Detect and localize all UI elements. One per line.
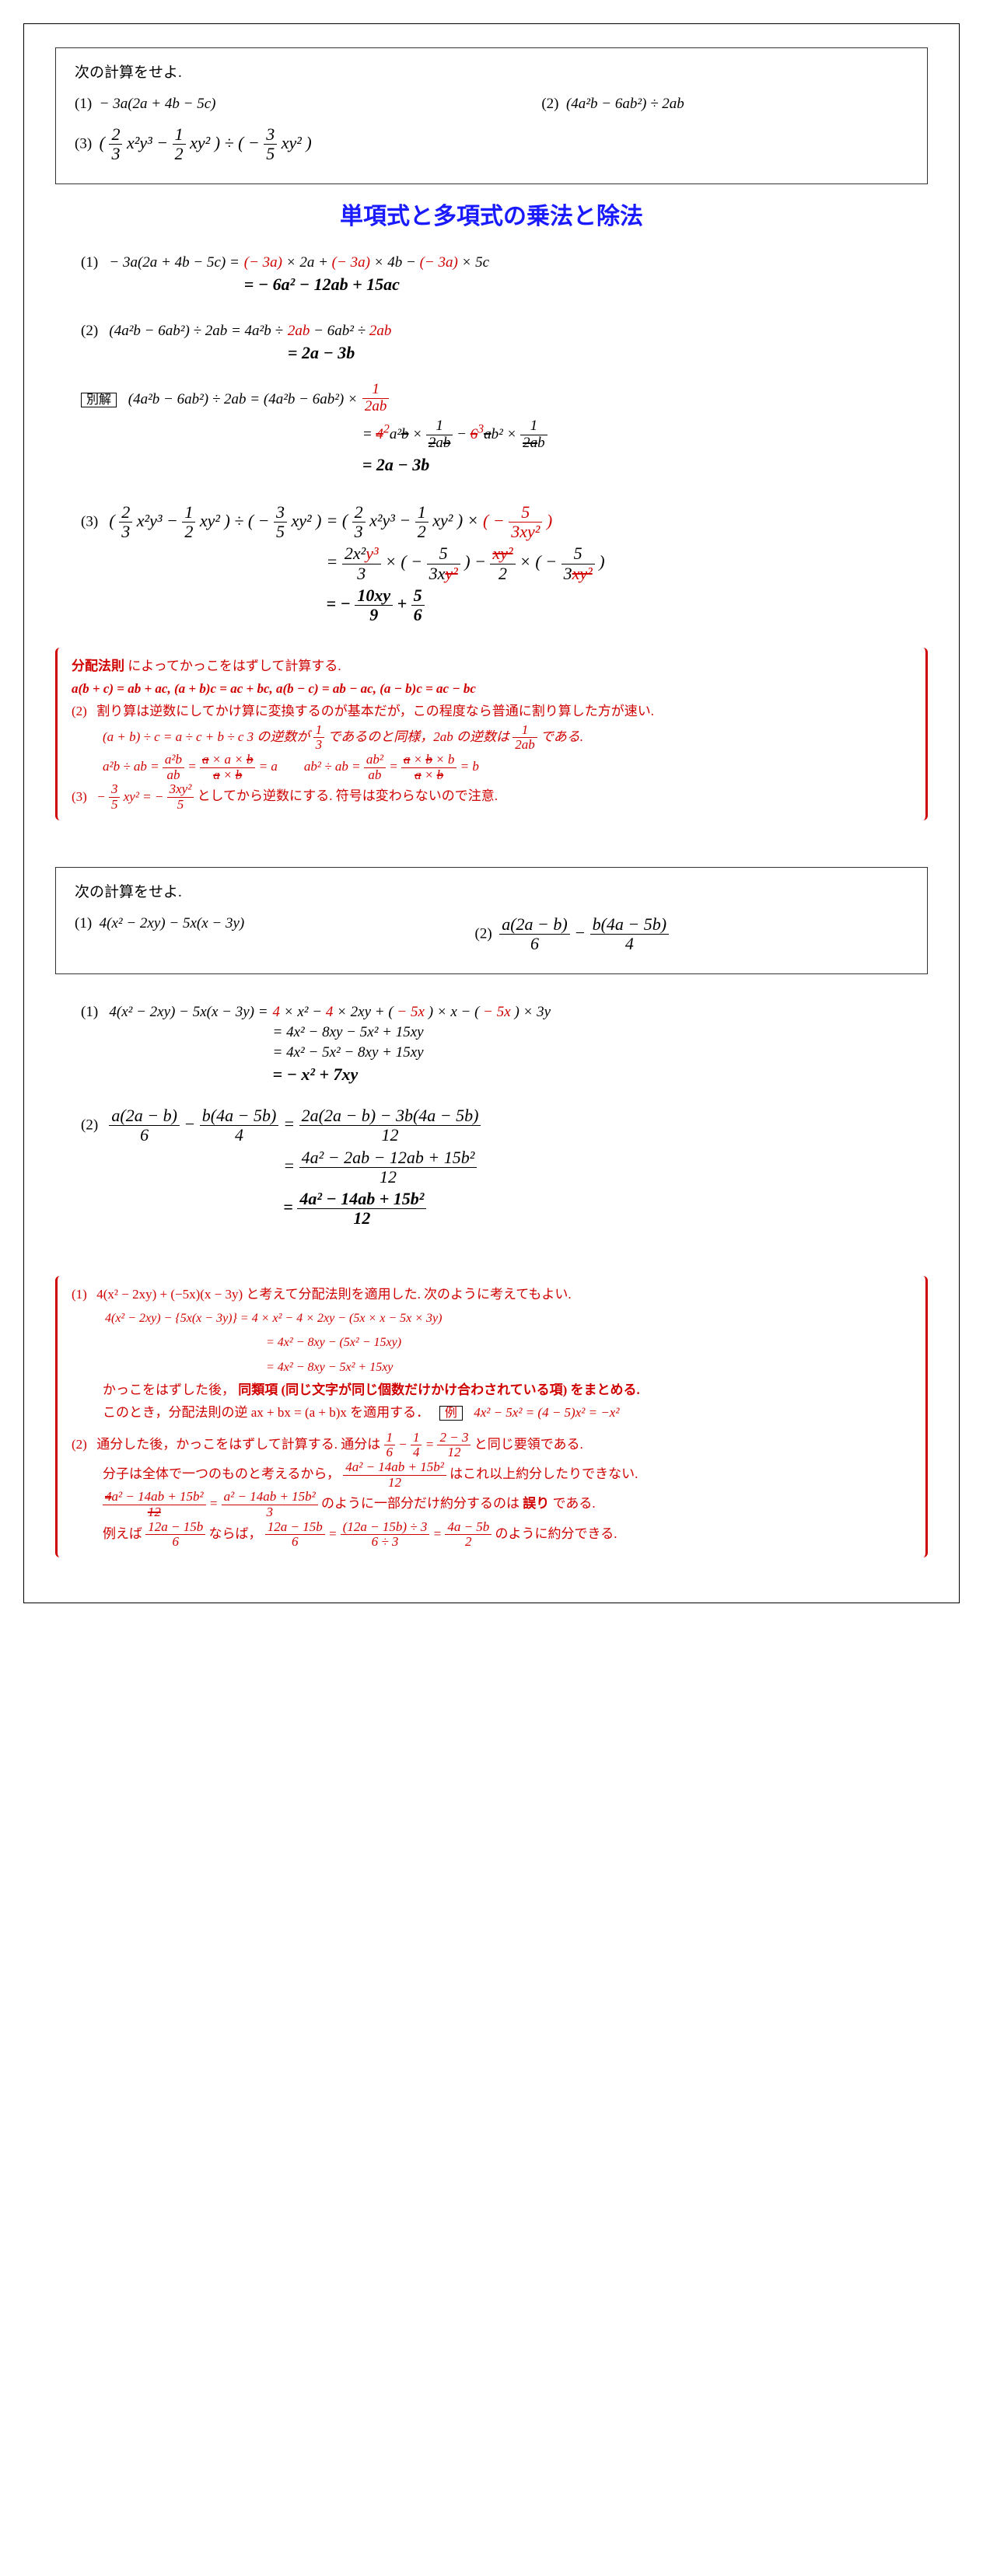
n1-l2: a(b + c) = ab + ac, (a + b)c = ac + bc, … [72,678,911,701]
solution-1: (1) − 3a(2a + 4b − 5c) = (− 3a) × 2a + (… [79,253,928,296]
n2-p2t4b: ならば， [208,1526,261,1541]
s4r1: 4 [273,1004,281,1020]
section-title: 単項式と多項式の乗法と除法 [55,197,928,231]
p1b-label: (1) [75,915,92,931]
n2-p2t2b: はこれ以上約分したりできない. [450,1466,638,1481]
s2-ans: = 2a − 3b [288,343,355,362]
solution-5: (2) a(2a − b)6 − b(4a − 5b)4 = 2a(2a − b… [79,1105,928,1229]
s1-num: (1) [81,254,98,271]
instruction-2: 次の計算をせよ. [75,880,908,901]
s1-ans: = − 6a² − 12ab + 15ac [244,274,400,294]
s1-r1: (− 3a) [244,254,282,271]
n1-p2t1: 割り算は逆数にしてかけ算に変換するのが基本だが，この程度なら普通に割り算した方が… [96,704,654,718]
s2-m1: − 6ab² ÷ [313,323,369,339]
n2-p2t1: 通分した後，かっこをはずして計算する. 通分は [96,1437,383,1452]
s4-lhs: 4(x² − 2xy) − 5x(x − 3y) = [109,1004,268,1020]
s1-r2: (− 3a) [332,254,370,271]
note-2: (1) 4(x² − 2xy) + (−5x)(x − 3y) と考えて分配法則… [55,1276,928,1557]
n2-p2t4a: 例えば [103,1526,145,1541]
s4s3: = 4x² − 5x² − 8xy + 15xy [271,1043,553,1063]
solution-4: (1) 4(x² − 2xy) − 5x(x − 3y) = 4 × x² − … [79,1002,928,1086]
n2t2a: かっこをはずした後， [103,1382,235,1397]
p2-expr: (4a²b − 6ab²) ÷ 2ab [566,96,684,112]
p2-label: (2) [541,96,558,112]
n2-p1l: (1) [72,1284,93,1306]
p2b-label: (2) [475,926,492,942]
n2t2b: 同類項 (同じ文字が同じ個数だけかけ合わされている項) をまとめる. [238,1382,640,1397]
n1-p3t: としてから逆数にする. 符号は変わらないので注意. [198,789,498,804]
s4m2: × 2xy + ( [337,1004,394,1020]
problem-box-1: 次の計算をせよ. (1) − 3a(2a + 4b − 5c) (2) (4a²… [55,47,928,184]
s2-r1: 2ab [288,323,310,339]
s1-m2: × 4b − [374,254,420,271]
solution-3: (3) ( 23 x²y³ − 12 xy² ) ÷ ( − 35 xy² ) … [79,502,928,626]
s4m1: × x² − [284,1004,326,1020]
s4m4: ) × 3y [514,1004,551,1020]
n1-l1a: 分配法則 [72,659,124,673]
n2-p1t1: 4(x² − 2xy) + (−5x)(x − 3y) と考えて分配法則を適用し… [96,1287,571,1302]
n1-p2t2b: であるのと同様，2ab の逆数は [327,729,512,744]
s4m3: ) × x − ( [429,1004,480,1020]
n2t3b: 4x² − 5x² = (4 − 5)x² = −x² [474,1405,619,1420]
s4s2: = 4x² − 8xy − 5x² + 15xy [271,1022,553,1043]
note-1: 分配法則 によってかっこをはずして計算する. a(b + c) = ab + a… [55,648,928,820]
s2-lhs: (4a²b − 6ab²) ÷ 2ab = 4a²b ÷ [109,323,283,339]
solution-2: (2) (4a²b − 6ab²) ÷ 2ab = 4a²b ÷ 2ab − 6… [79,321,928,365]
s4ans: = − x² + 7xy [271,1063,553,1086]
s4-num: (1) [81,1004,98,1020]
s2-r2: 2ab [369,323,392,339]
n1-l1b: によってかっこをはずして計算する. [128,659,341,673]
p1b-expr: 4(x² − 2xy) − 5x(x − 3y) [100,915,245,931]
s1-m3: × 5c [462,254,490,271]
s4r3: − 5x [397,1004,425,1020]
p1-expr: − 3a(2a + 4b − 5c) [100,96,216,112]
n2ex: 例 [439,1406,463,1421]
n2e3: = 4x² − 8xy − 5x² + 15xy [103,1355,444,1379]
s1-lhs: − 3a(2a + 4b − 5c) = [109,254,239,271]
s5-num: (2) [81,1117,98,1134]
s1-m1: × 2a + [286,254,332,271]
page: 次の計算をせよ. (1) − 3a(2a + 4b − 5c) (2) (4a²… [23,23,960,1603]
n1-p2t2c: である. [540,729,583,744]
solution-2-alt: 別解 (4a²b − 6ab²) ÷ 2ab = (4a²b − 6ab²) ×… [79,380,928,477]
n2-p2t4c: のように約分できる. [495,1526,617,1541]
s3-num: (3) [81,514,98,530]
n2t3a: このとき，分配法則の逆 ax + bx = (a + b)x を適用する． [103,1405,429,1420]
s2-num: (2) [81,323,98,339]
p3-label: (3) [75,136,92,152]
n1-p2t2a: (a + b) ÷ c = a ÷ c + b ÷ c 3 の逆数が [103,729,313,744]
alt-label: 別解 [81,393,117,407]
p3-expr: ( 23 x²y³ − 12 xy² ) ÷ ( − 35 xy² ) [100,133,312,152]
n2-p2t1b: と同じ要領である. [474,1437,583,1452]
n2-p2l: (2) [72,1434,93,1456]
n2e1: 4(x² − 2xy) − {5x(x − 3y)} = 4 × x² − 4 … [103,1306,444,1330]
s4r2: 4 [326,1004,334,1020]
s1-r3: (− 3a) [420,254,458,271]
p1-label: (1) [75,96,92,112]
s2a-ans: = 2a − 3b [362,455,429,474]
n2-p2t3c: 誤り [523,1496,549,1511]
instruction-1: 次の計算をせよ. [75,61,908,82]
problem-box-2: 次の計算をせよ. (1) 4(x² − 2xy) − 5x(x − 3y) (2… [55,867,928,974]
n2-p2t2a: 分子は全体で一つのものと考えるから， [103,1466,340,1481]
n2-p2t3b: のように一部分だけ約分するのは [321,1496,523,1511]
s4r4: − 5x [483,1004,511,1020]
n1-p3l: (3) [72,786,93,809]
s2a-lhs: (4a²b − 6ab²) ÷ 2ab = (4a²b − 6ab²) × [128,391,358,407]
p2b-expr: a(2a − b)6 − b(4a − 5b)4 [499,923,669,942]
n2e2: = 4x² − 8xy − (5x² − 15xy) [103,1330,444,1354]
n2-p2t3d: である. [553,1496,596,1511]
n1-p2l: (2) [72,701,93,723]
